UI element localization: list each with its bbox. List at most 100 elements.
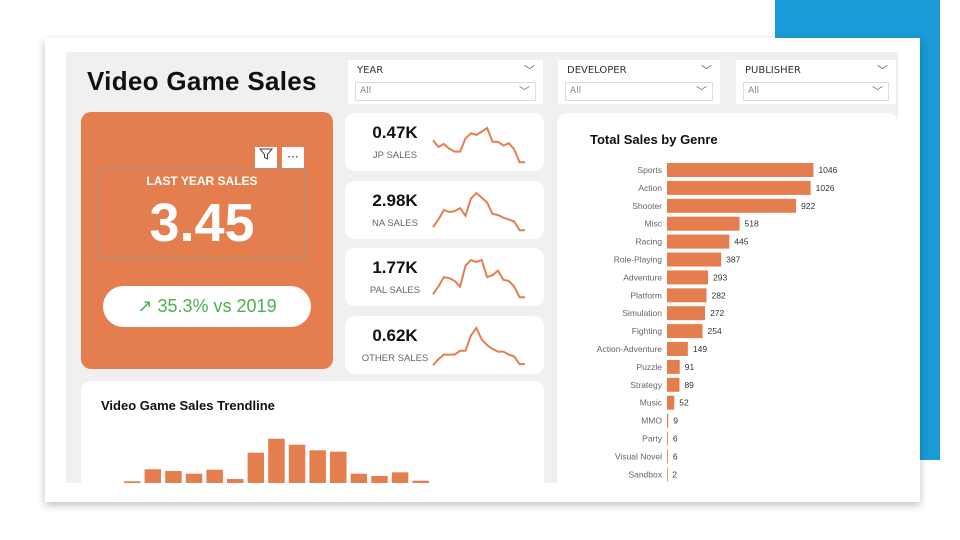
genre-label: Sports	[637, 165, 662, 175]
change-text: 35.3% vs 2019	[157, 296, 277, 316]
genre-bar[interactable]	[667, 288, 707, 303]
trend-bar[interactable]	[288, 444, 306, 483]
chevron-down-icon: ﹀	[519, 85, 530, 98]
trend-bar[interactable]	[227, 479, 244, 483]
trend-bar[interactable]	[185, 473, 203, 483]
trend-bar[interactable]	[124, 481, 141, 483]
trend-bar[interactable]	[412, 480, 429, 483]
region-sales-card: 0.62K OTHER SALES	[345, 316, 544, 374]
chevron-down-icon[interactable]: ﹀	[701, 64, 712, 77]
kpi-visual: LAST YEAR SALES 3.45	[98, 169, 306, 259]
trend-bar[interactable]	[268, 438, 285, 483]
genre-value-label: 518	[745, 219, 759, 229]
genre-chart-title: Total Sales by Genre	[590, 132, 718, 147]
trend-bar[interactable]	[206, 469, 223, 483]
trend-bar[interactable]	[247, 452, 265, 483]
sparkline	[432, 258, 525, 299]
genre-bar[interactable]	[667, 198, 797, 213]
genre-value-label: 272	[710, 308, 724, 318]
year-slicer[interactable]: YEAR ﹀ All ﹀	[348, 60, 543, 104]
region-sales-value: 1.77K	[372, 258, 418, 277]
genre-value-label: 9	[673, 416, 678, 426]
trend-bar[interactable]	[371, 476, 388, 483]
genre-label: Platform	[630, 290, 662, 300]
sparkline-line	[432, 326, 525, 366]
genre-bar[interactable]	[667, 324, 703, 339]
year-slicer-label: YEAR	[357, 65, 384, 76]
genre-label: Misc	[645, 219, 663, 229]
developer-value: All	[570, 86, 582, 96]
genre-bar[interactable]	[667, 467, 668, 482]
dashboard: Video Game Sales YEAR ﹀ All ﹀ DEVELOPER ﹀…	[66, 52, 898, 483]
publisher-slicer[interactable]: PUBLISHER ﹀ All ﹀	[736, 60, 896, 104]
kpi-title: LAST YEAR SALES	[146, 174, 258, 188]
genre-label: Puzzle	[636, 362, 662, 372]
genre-bar[interactable]	[667, 449, 668, 464]
genre-value-label: 922	[801, 201, 815, 211]
genre-bar[interactable]	[667, 395, 675, 410]
page-title: Video Game Sales	[87, 66, 317, 96]
sparkline	[432, 191, 525, 232]
developer-slicer-label: DEVELOPER	[567, 65, 627, 76]
genre-card: Total Sales by Genre Sports 1046 Action 102…	[557, 113, 898, 483]
developer-dropdown[interactable]: All ﹀	[565, 82, 713, 101]
genre-label: Simulation	[622, 308, 662, 318]
last-year-sales-card: ··· LAST YEAR SALES 3.45 ↗ 35.3% vs 2019	[81, 112, 333, 369]
genre-bar[interactable]	[667, 234, 730, 249]
year-dropdown[interactable]: All ﹀	[355, 82, 536, 101]
trend-bar[interactable]	[350, 473, 368, 483]
genre-bar[interactable]	[667, 306, 706, 321]
trend-bar[interactable]	[391, 472, 409, 483]
more-options-icon[interactable]: ···	[282, 147, 304, 168]
sparkline-line	[432, 258, 525, 299]
change-badge: ↗ 35.3% vs 2019	[103, 286, 311, 327]
genre-value-label: 2	[672, 469, 677, 479]
publisher-dropdown[interactable]: All ﹀	[743, 82, 889, 101]
genre-label: Fighting	[632, 326, 663, 336]
genre-bar[interactable]	[667, 252, 722, 267]
genre-value-label: 52	[679, 398, 689, 408]
genre-value-label: 1026	[816, 183, 835, 193]
publisher-value: All	[748, 86, 760, 96]
chevron-down-icon: ﹀	[696, 85, 707, 98]
genre-label: Strategy	[630, 380, 662, 390]
genre-value-label: 387	[726, 255, 740, 265]
genre-value-label: 89	[684, 380, 694, 390]
region-sales-card: 1.77K PAL SALES	[345, 248, 544, 306]
genre-bar[interactable]	[667, 431, 668, 446]
genre-bar[interactable]	[667, 216, 740, 231]
region-sales-value: 0.47K	[372, 123, 418, 142]
trend-bar[interactable]	[165, 471, 182, 483]
region-sales-value: 0.62K	[372, 326, 418, 345]
genre-label: Role-Playing	[614, 255, 662, 265]
genre-value-label: 254	[708, 326, 722, 336]
genre-label: Adventure	[623, 272, 662, 282]
sparkline-line	[432, 126, 525, 164]
genre-bar[interactable]	[667, 359, 680, 374]
chevron-down-icon[interactable]: ﹀	[524, 64, 535, 77]
region-sales-label: PAL SALES	[369, 285, 421, 296]
genre-bar[interactable]	[667, 180, 811, 195]
genre-bar[interactable]	[667, 163, 814, 177]
genre-value-label: 293	[713, 272, 727, 282]
trend-bar[interactable]	[330, 451, 347, 483]
filter-icon[interactable]	[255, 147, 277, 168]
kpi-value: 3.45	[149, 193, 255, 253]
region-sales-card: 0.47K JP SALES	[345, 113, 544, 171]
genre-bar[interactable]	[667, 270, 709, 285]
trend-bar[interactable]	[144, 469, 162, 483]
trendline-card: Video Game Sales Trendline	[81, 381, 544, 483]
genre-bar[interactable]	[667, 377, 680, 392]
genre-bar[interactable]	[667, 413, 669, 428]
developer-slicer[interactable]: DEVELOPER ﹀ All ﹀	[558, 60, 720, 104]
sparkline-line	[432, 191, 525, 232]
genre-label: Racing	[636, 237, 663, 247]
chevron-down-icon[interactable]: ﹀	[877, 64, 888, 77]
region-sales-label: OTHER SALES	[361, 353, 429, 364]
chevron-down-icon: ﹀	[872, 85, 883, 98]
genre-value-label: 445	[734, 237, 748, 247]
genre-label: MMO	[641, 416, 662, 426]
year-value: All	[360, 86, 372, 96]
genre-bar[interactable]	[667, 342, 688, 356]
trend-bar[interactable]	[309, 450, 326, 483]
